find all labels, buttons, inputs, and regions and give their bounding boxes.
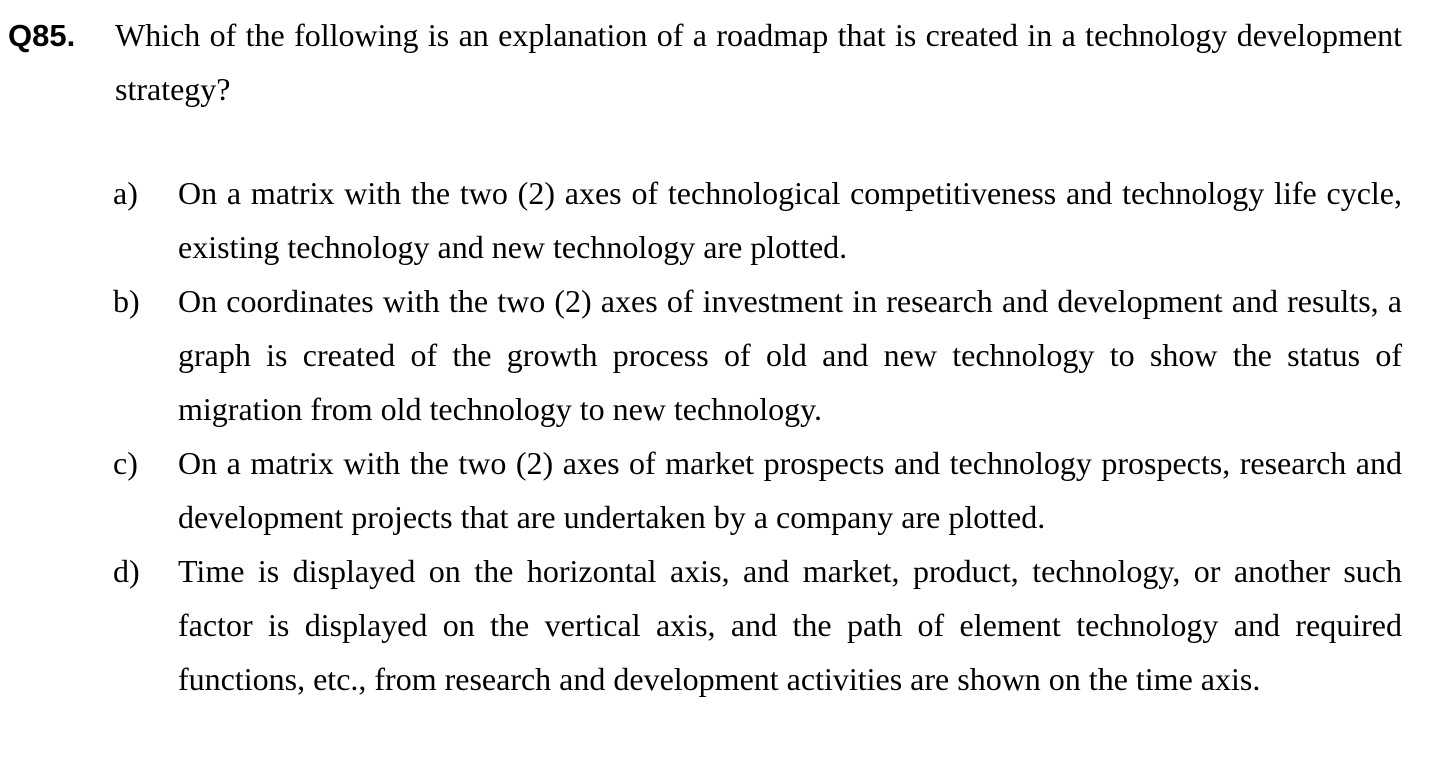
- question-number: Q85.: [8, 18, 76, 53]
- option-letter: a): [113, 175, 138, 211]
- answer-options: a) On a matrix with the two (2) axes of …: [113, 166, 1402, 706]
- option-a[interactable]: a) On a matrix with the two (2) axes of …: [113, 166, 1402, 274]
- option-letter: c): [113, 445, 138, 481]
- option-text: On a matrix with the two (2) axes of mar…: [178, 445, 1402, 535]
- option-text: Time is displayed on the horizontal axis…: [178, 553, 1402, 697]
- question-header: Q85. Which of the following is an explan…: [8, 8, 1402, 116]
- option-text: On a matrix with the two (2) axes of tec…: [178, 175, 1402, 265]
- option-letter: d): [113, 553, 140, 589]
- option-letter: b): [113, 283, 140, 319]
- option-d[interactable]: d) Time is displayed on the horizontal a…: [113, 544, 1402, 706]
- option-c[interactable]: c) On a matrix with the two (2) axes of …: [113, 436, 1402, 544]
- question-block: Q85. Which of the following is an explan…: [8, 8, 1402, 116]
- option-b[interactable]: b) On coordinates with the two (2) axes …: [113, 274, 1402, 436]
- question-text: Which of the following is an explanation…: [115, 17, 1402, 107]
- option-text: On coordinates with the two (2) axes of …: [178, 283, 1402, 427]
